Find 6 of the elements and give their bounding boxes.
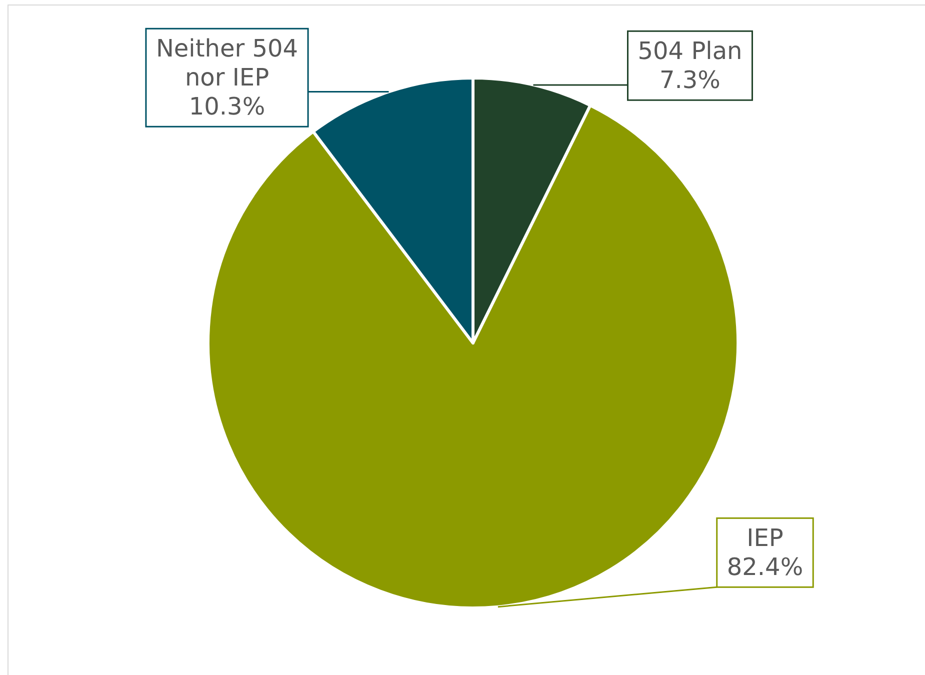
slice-label: 504 Plan	[638, 37, 742, 66]
slice-label: Neither 504 nor IEP	[156, 34, 298, 92]
data-label: 7.3%	[660, 66, 720, 94]
data-label: 82.4%	[726, 553, 804, 582]
slice-label: IEP	[746, 524, 784, 552]
data-label: 10.3%	[188, 92, 266, 121]
